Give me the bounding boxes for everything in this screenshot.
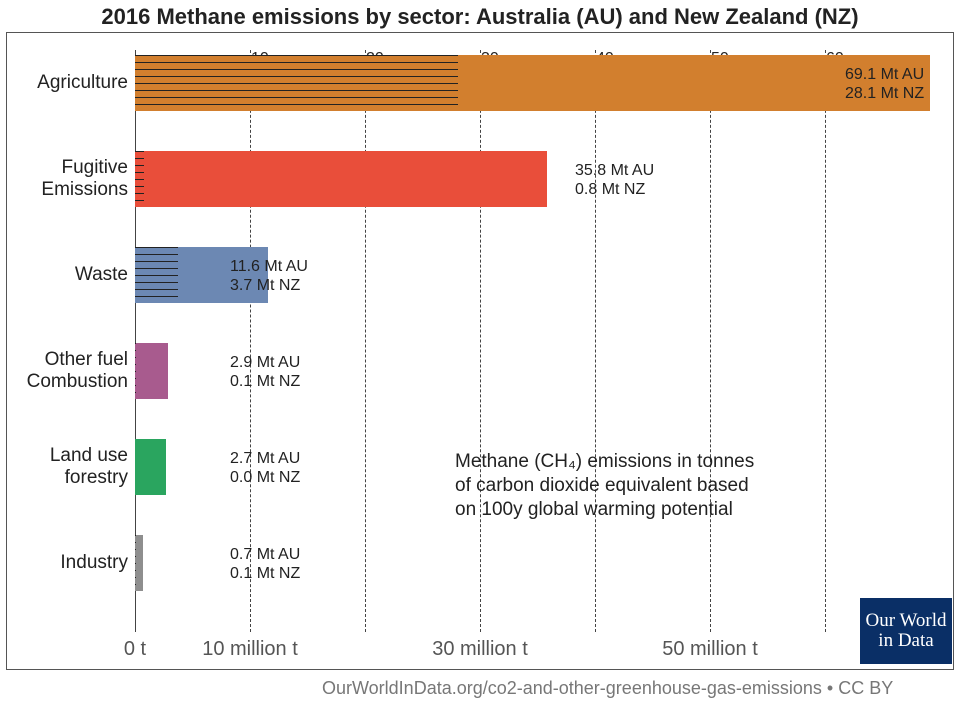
bar-au [135, 151, 547, 207]
owid-badge: Our Worldin Data [860, 598, 952, 664]
value-au: 0.7 Mt AU [230, 545, 300, 564]
value-nz: 0.1 Mt NZ [230, 564, 300, 583]
grid-line: 50 [710, 50, 729, 632]
owid-badge-line2: in Data [860, 631, 952, 651]
grid-line: 60 [825, 50, 844, 632]
value-nz: 3.7 Mt NZ [230, 276, 308, 295]
category-label-line: Industry [60, 552, 128, 574]
annotation-line: Methane (CH₄) emissions in tonnes [455, 450, 754, 474]
grid-line: 40 [595, 50, 614, 632]
category-label-line: Land use [50, 445, 128, 467]
category-label: Waste [75, 264, 128, 286]
value-label: 11.6 Mt AU3.7 Mt NZ [230, 257, 308, 295]
category-label: Agriculture [37, 72, 128, 94]
bar-au [135, 535, 143, 591]
value-label: 35.8 Mt AU0.8 Mt NZ [575, 161, 654, 199]
grid-line: 20 [365, 50, 384, 632]
value-nz: 28.1 Mt NZ [845, 84, 924, 103]
bar-nz-hatched [135, 343, 136, 399]
category-label: Industry [60, 552, 128, 574]
category-label-line: Waste [75, 264, 128, 286]
value-au: 2.9 Mt AU [230, 353, 300, 372]
category-label: FugitiveEmissions [41, 157, 128, 201]
category-label-line: forestry [50, 467, 128, 489]
bar-nz-hatched [135, 247, 178, 303]
annotation-line: on 100y global warming potential [455, 498, 754, 522]
annotation-line: of carbon dioxide equivalent based [455, 474, 754, 498]
x-tick-label: 10 million t [202, 638, 298, 661]
value-nz: 0.1 Mt NZ [230, 372, 300, 391]
category-label-line: Emissions [41, 179, 128, 201]
bar-nz-hatched [135, 535, 136, 591]
x-tick-label: 30 million t [432, 638, 528, 661]
value-label: 2.7 Mt AU0.0 Mt NZ [230, 449, 300, 487]
bar-au [135, 439, 166, 495]
chart-title: 2016 Methane emissions by sector: Austra… [0, 4, 960, 30]
x-tick-label: 50 million t [662, 638, 758, 661]
bar-nz-hatched [135, 55, 458, 111]
value-label: 0.7 Mt AU0.1 Mt NZ [230, 545, 300, 583]
value-nz: 0.8 Mt NZ [575, 180, 654, 199]
value-nz: 0.0 Mt NZ [230, 468, 300, 487]
category-label: Other fuelCombustion [27, 349, 128, 393]
owid-badge-line1: Our World [860, 611, 952, 631]
value-au: 35.8 Mt AU [575, 161, 654, 180]
x-tick-label: 0 t [124, 638, 146, 661]
category-label-line: Other fuel [27, 349, 128, 371]
value-au: 69.1 Mt AU [845, 65, 924, 84]
bar-au [135, 343, 168, 399]
footer-attribution: OurWorldInData.org/co2-and-other-greenho… [322, 678, 893, 699]
grid-line: 30 [480, 50, 499, 632]
value-au: 11.6 Mt AU [230, 257, 308, 276]
bar-nz-hatched [135, 151, 144, 207]
category-label: Land useforestry [50, 445, 128, 489]
annotation-text: Methane (CH₄) emissions in tonnesof carb… [455, 450, 754, 521]
category-label-line: Agriculture [37, 72, 128, 94]
value-label: 69.1 Mt AU28.1 Mt NZ [845, 65, 924, 103]
value-au: 2.7 Mt AU [230, 449, 300, 468]
value-label: 2.9 Mt AU0.1 Mt NZ [230, 353, 300, 391]
category-label-line: Fugitive [41, 157, 128, 179]
category-label-line: Combustion [27, 371, 128, 393]
